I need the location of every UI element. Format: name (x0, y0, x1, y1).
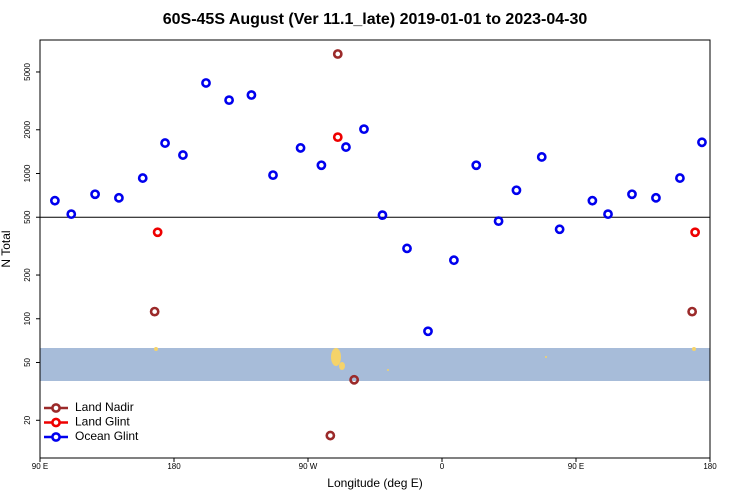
point (697, 137, 707, 148)
point (316, 160, 327, 171)
point (246, 90, 257, 100)
point (137, 173, 148, 183)
point (675, 173, 685, 183)
y-axis-label: N Total (0, 230, 13, 267)
x-tick-label: 0 (440, 462, 445, 471)
chart-title: 60S-45S August (Ver 11.1_late) 2019-01-0… (163, 11, 588, 28)
y-tick-label: 20 (23, 415, 32, 424)
point (536, 152, 547, 162)
point (359, 124, 369, 135)
y-tick-label: 200 (23, 268, 32, 282)
legend-marker (51, 403, 61, 413)
point (149, 306, 160, 317)
plot-frame (39, 39, 711, 459)
point (201, 78, 211, 88)
point (114, 192, 124, 203)
y-tick-label: 2000 (23, 120, 32, 138)
point (687, 306, 698, 317)
point (178, 150, 188, 160)
point (268, 170, 278, 180)
x-axis-label: Longitude (deg E) (327, 476, 422, 490)
point (152, 227, 163, 238)
x-tick-label: 180 (167, 462, 181, 471)
point (377, 210, 388, 221)
point (349, 374, 360, 385)
land-shapes (154, 347, 696, 371)
point (90, 189, 100, 200)
x-tick-label: 90 E (32, 462, 48, 471)
point (295, 143, 306, 153)
point (651, 192, 661, 203)
point (341, 142, 351, 152)
point (160, 138, 170, 148)
legend-label: Land Glint (75, 415, 130, 429)
y-tick-label: 500 (23, 210, 32, 224)
point (423, 326, 433, 337)
point (332, 49, 343, 59)
point (49, 195, 60, 206)
legend-label: Ocean Glint (75, 429, 139, 443)
legend-marker (51, 417, 61, 428)
point (627, 189, 637, 200)
point (332, 132, 343, 143)
legend-label: Land Nadir (75, 400, 134, 414)
point (603, 209, 613, 220)
point (493, 216, 504, 227)
x-tick-label: 90 W (299, 462, 318, 471)
y-tick-label: 100 (23, 312, 32, 326)
y-tick-label: 50 (23, 357, 32, 366)
point (554, 224, 565, 235)
x-tick-label: 90 E (568, 462, 584, 471)
map-strip (40, 348, 710, 381)
point (325, 430, 336, 441)
point (66, 209, 77, 220)
point (511, 185, 522, 196)
point (449, 255, 459, 266)
point (690, 227, 701, 238)
y-tick-label: 5000 (23, 63, 32, 81)
point (224, 95, 234, 106)
y-tick-label: 1000 (23, 164, 32, 182)
point (471, 160, 482, 171)
x-tick-label: 180 (703, 462, 717, 471)
point (402, 243, 412, 254)
point (587, 195, 598, 206)
legend-marker (51, 432, 61, 442)
